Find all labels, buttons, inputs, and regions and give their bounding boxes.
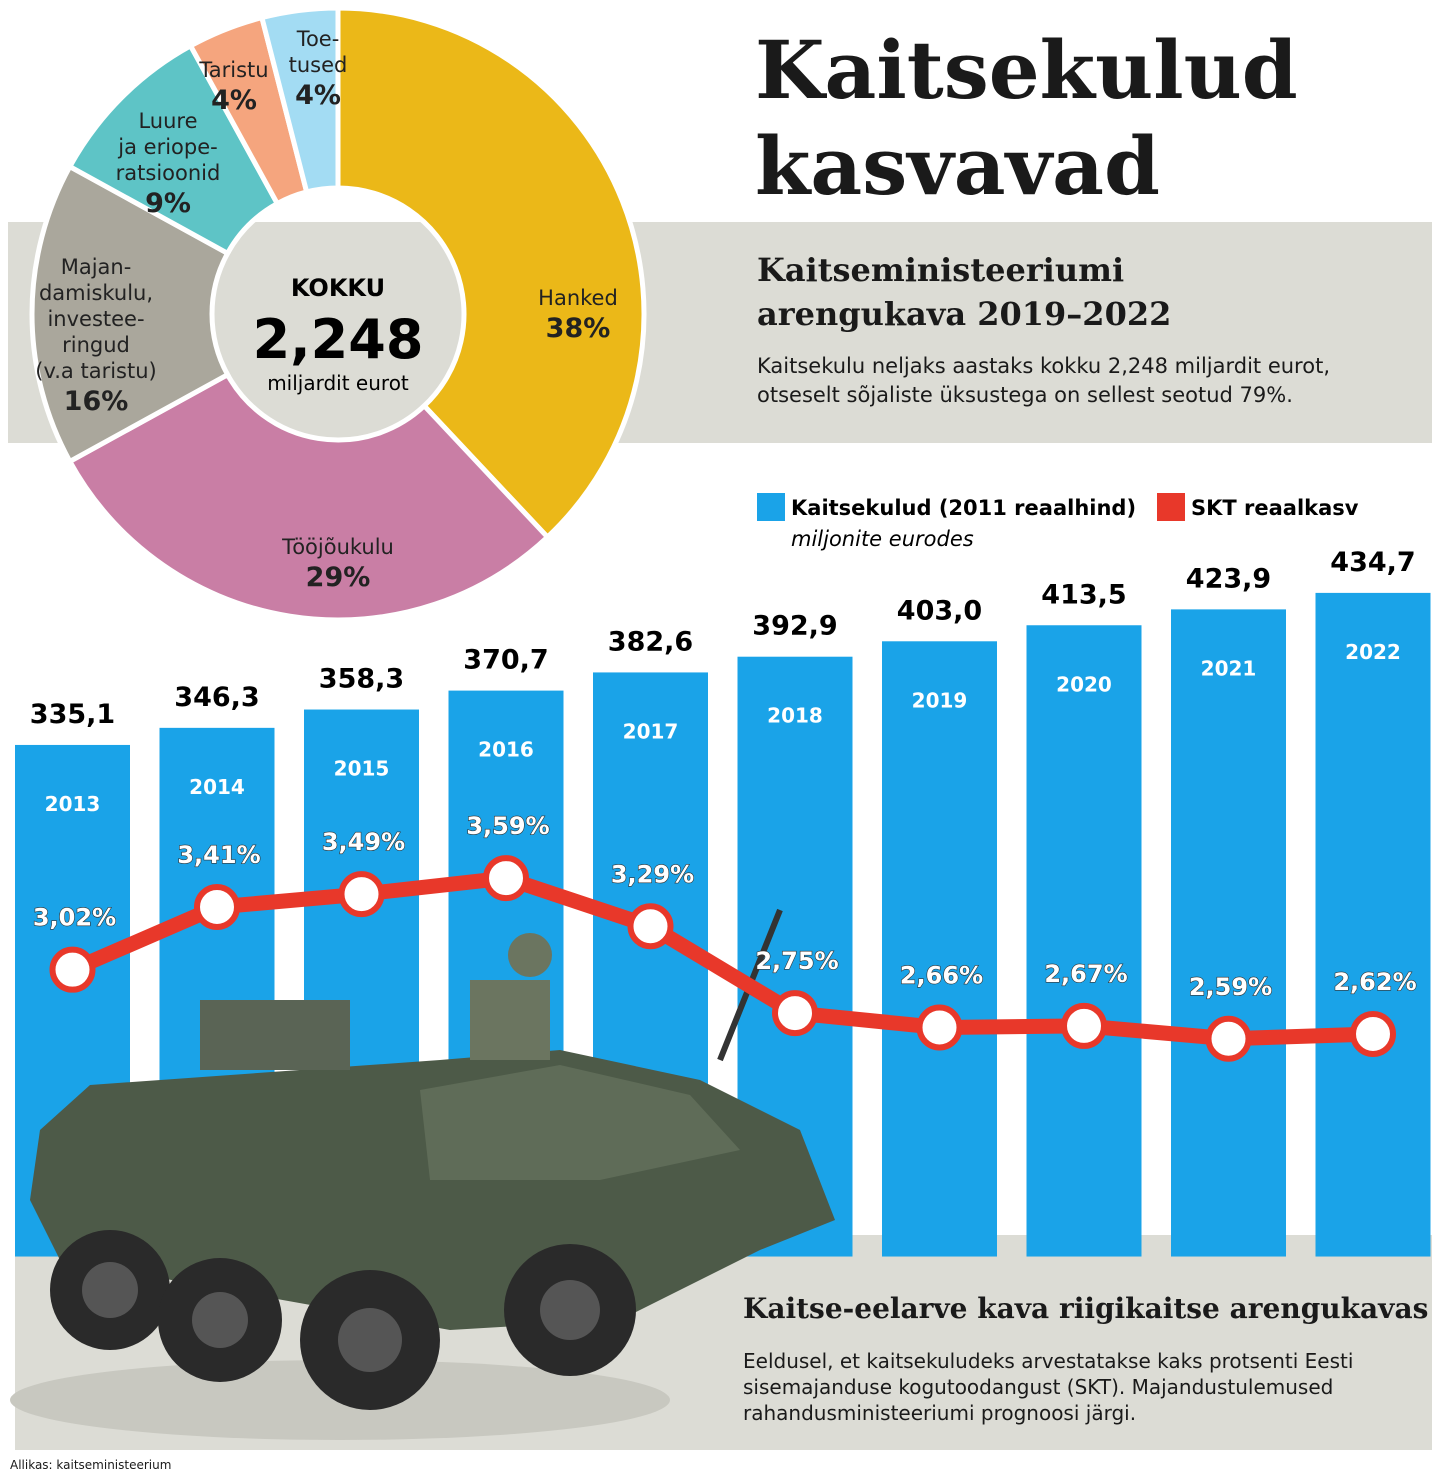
slice-label: Luure ja eriope- ratsioonid 9% [116, 108, 221, 222]
slice-value: 4% [295, 80, 341, 111]
note-text: Eeldusel, et kaitsekuludeks arvestatakse… [743, 1349, 1354, 1425]
category-label: 2020 [1056, 672, 1112, 696]
slice-label: Hanked 38% [538, 285, 618, 347]
bar [1026, 625, 1142, 1257]
note-title: Kaitse-eelarve kava riigikaitse arenguka… [743, 1292, 1429, 1325]
line-point [49, 946, 96, 993]
slice-name: Luure ja eriope- ratsioonid [115, 109, 221, 185]
line-value-label: 2,75% [755, 947, 838, 975]
line-value-label: 3,41% [177, 841, 260, 869]
pie-slice [66, 371, 552, 623]
line-point [627, 903, 674, 950]
slice-value: 16% [63, 386, 129, 417]
legend-label: Kaitsekulud (2011 reaalhind) [791, 496, 1136, 520]
slice-value: 9% [145, 188, 191, 219]
slice-value: 29% [305, 562, 371, 593]
slice-name: Tööjõukulu [282, 535, 394, 559]
line-point [194, 884, 240, 931]
pie-slice [258, 5, 341, 196]
description: Kaitsekulu neljaks aastaks kokku 2,248 m… [757, 354, 1330, 407]
line-value-label: 2,66% [900, 962, 983, 990]
slice-label: Toe- tused 4% [289, 26, 348, 114]
bar [882, 641, 997, 1257]
category-label: 2017 [623, 719, 679, 743]
slice-name: Toe- tused [288, 27, 348, 77]
line-value-label: 2,67% [1044, 960, 1127, 988]
bar [1171, 609, 1286, 1257]
category-label: 2014 [189, 775, 245, 799]
slice-name: Taristu [199, 58, 269, 82]
bar-value-label: 358,3 [319, 664, 404, 695]
center-value: 2,248 [253, 308, 424, 371]
line-value-label: 3,49% [322, 828, 405, 856]
legend-unit: miljonite eurodes [791, 527, 974, 551]
center-title: KOKKU [291, 274, 385, 302]
slice-name: Hanked [538, 286, 618, 310]
pie-slice [335, 5, 647, 541]
line-point [483, 855, 529, 902]
line-point [1350, 1010, 1396, 1057]
slice-name: Majan- damiskulu, investee- ringud (v.a … [35, 255, 157, 383]
line-value-label: 3,59% [466, 812, 549, 840]
legend-swatch [757, 493, 785, 521]
bar-value-label: 335,1 [30, 699, 115, 730]
category-label: 2016 [478, 738, 534, 762]
slice-label: Taristu 4% [199, 57, 268, 119]
line-value-label: 3,29% [611, 860, 694, 888]
slice-value: 38% [545, 313, 611, 344]
line-point [772, 990, 818, 1037]
center-unit: miljardit eurot [267, 371, 409, 395]
line-point [1061, 1002, 1107, 1049]
line-point [1205, 1015, 1252, 1062]
bar-value-label: 392,9 [752, 611, 837, 642]
title: Kaitsekulud kasvavad [755, 23, 1298, 213]
category-label: 2013 [45, 792, 101, 816]
legend-swatch [1157, 493, 1185, 521]
bar-value-label: 346,3 [174, 682, 259, 713]
source: Allikas: kaitseministeerium [10, 1458, 172, 1472]
line-value-label: 2,59% [1189, 973, 1272, 1001]
category-label: 2022 [1345, 640, 1401, 664]
bar-value-label: 434,7 [1330, 547, 1415, 578]
category-label: 2019 [912, 688, 968, 712]
line [69, 870, 1374, 1047]
line-point [338, 871, 385, 918]
bar-value-label: 413,5 [1041, 579, 1126, 610]
category-label: 2021 [1201, 656, 1257, 680]
pie-slice [29, 163, 231, 465]
slice-label: Majan- damiskulu, investee- ringud (v.a … [35, 254, 156, 420]
subtitle: Kaitseministeeriumi arengukava 2019–2022 [757, 251, 1172, 333]
line-value-label: 2,62% [1333, 968, 1416, 996]
category-label: 2018 [767, 704, 823, 728]
category-label: 2015 [334, 757, 390, 781]
bar [1315, 592, 1431, 1257]
legend-label: SKT reaalkasv [1191, 496, 1359, 520]
line-layer: 3,02% 3,41% 3,49% 3,59% 3,29% 2,75% 2,66% 2,67%… [32, 811, 1417, 1062]
line-point [916, 1004, 963, 1051]
bar-value-label: 382,6 [608, 626, 693, 657]
line-value-label: 3,02% [33, 904, 116, 932]
bar-value-label: 370,7 [463, 645, 548, 676]
bar-value-label: 403,0 [897, 595, 982, 626]
slice-value: 4% [211, 85, 257, 116]
bar-value-label: 423,9 [1186, 563, 1271, 594]
slice-label: Tööjõukulu 29% [282, 534, 394, 596]
vehicle-illustration [10, 908, 835, 1440]
